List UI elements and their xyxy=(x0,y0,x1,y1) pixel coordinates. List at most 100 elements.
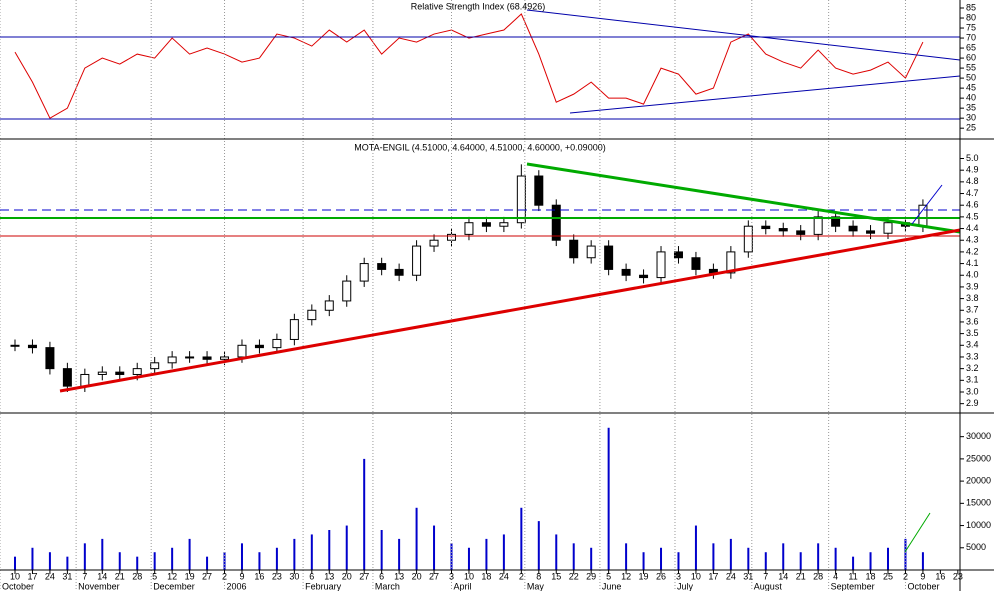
x-tick-label: 24 xyxy=(45,571,55,581)
x-tick-label: 27 xyxy=(359,571,369,581)
candle-body xyxy=(220,356,230,360)
trendline xyxy=(59,228,961,393)
candle-body xyxy=(918,204,928,227)
y-tick-label: 3.9 xyxy=(966,281,979,291)
candle-body xyxy=(272,338,282,349)
month-label: December xyxy=(153,581,195,591)
month-label: July xyxy=(677,581,694,591)
volume-bar xyxy=(555,534,558,570)
y-tick-label: 3.0 xyxy=(966,386,979,396)
month-label: October xyxy=(907,581,939,591)
candle-body xyxy=(45,347,55,370)
candle-body xyxy=(604,245,614,270)
rsi-title: Relative Strength Index (68.4926) xyxy=(411,1,546,11)
volume-bar xyxy=(607,427,610,570)
y-tick-label: 4.5 xyxy=(966,211,979,221)
x-tick-label: 9 xyxy=(239,571,244,581)
volume-bar xyxy=(398,538,401,570)
candle-body xyxy=(307,309,317,321)
volume-bar xyxy=(310,534,313,570)
candle-body xyxy=(743,225,753,253)
volume-bar xyxy=(590,547,593,570)
candle-body xyxy=(883,222,893,234)
x-tick-label: 21 xyxy=(796,571,806,581)
x-tick-label: 12 xyxy=(167,571,177,581)
x-tick-label: 10 xyxy=(464,571,474,581)
x-tick-label: 7 xyxy=(82,571,87,581)
x-tick-label: 19 xyxy=(639,571,649,581)
candle-body xyxy=(516,175,526,224)
volume-bar xyxy=(625,543,628,570)
volume-bar xyxy=(48,552,51,570)
volume-bar xyxy=(415,507,418,570)
x-tick-label: 11 xyxy=(848,571,857,581)
month-label: October xyxy=(2,581,34,591)
candle-body xyxy=(551,204,561,241)
candle-body xyxy=(150,362,160,370)
volume-bar xyxy=(782,543,785,570)
y-tick-label: 85 xyxy=(966,2,976,12)
x-tick-label: 4 xyxy=(833,571,838,581)
volume-bar xyxy=(258,552,261,570)
month-label: September xyxy=(831,581,875,591)
volume-bar xyxy=(118,552,121,570)
x-tick-label: 6 xyxy=(309,571,314,581)
y-tick-label: 10000 xyxy=(966,520,991,530)
volume-bar xyxy=(887,547,889,570)
volume-bar xyxy=(240,543,243,570)
y-tick-label: 4.7 xyxy=(966,188,979,198)
y-tick-label: 75 xyxy=(966,22,976,32)
x-tick-label: 16 xyxy=(254,571,264,581)
volume-bar xyxy=(642,552,645,570)
y-tick-label: 4.1 xyxy=(966,258,979,268)
y-tick-label: 3.6 xyxy=(966,316,979,326)
x-tick-label: 26 xyxy=(656,571,666,581)
x-tick-label: 27 xyxy=(429,571,439,581)
y-tick-label: 3.5 xyxy=(966,328,979,338)
candle-body xyxy=(80,373,90,387)
candle-body xyxy=(289,319,299,340)
x-tick-label: 3 xyxy=(449,571,454,581)
candle-body xyxy=(569,239,579,259)
volume-bar xyxy=(293,538,296,570)
y-tick-label: 35 xyxy=(966,103,976,113)
volume-bar xyxy=(206,556,209,570)
candle-body xyxy=(202,356,212,360)
candle-body xyxy=(534,175,544,206)
y-tick-label: 30 xyxy=(966,113,976,123)
x-tick-label: 14 xyxy=(97,571,107,581)
candle-body xyxy=(586,245,596,259)
y-tick-label: 80 xyxy=(966,12,976,22)
volume-bar xyxy=(747,547,750,570)
volume-bar xyxy=(14,556,16,570)
x-tick-label: 30 xyxy=(289,571,299,581)
x-tick-label: 18 xyxy=(866,571,876,581)
month-label: May xyxy=(527,581,545,591)
month-label: August xyxy=(754,581,783,591)
month-label: March xyxy=(375,581,400,591)
candle-body xyxy=(831,216,841,227)
candle-body xyxy=(27,344,37,349)
volume-bar xyxy=(433,525,436,570)
volume-bar xyxy=(904,538,907,570)
x-tick-label: 17 xyxy=(27,571,37,581)
candle-body xyxy=(132,368,142,375)
rsi-trendline xyxy=(569,75,961,114)
y-tick-label: 65 xyxy=(966,42,976,52)
volume-bar xyxy=(502,534,505,570)
candle-body xyxy=(115,371,125,375)
x-tick-label: 27 xyxy=(202,571,212,581)
x-tick-label: 21 xyxy=(115,571,125,581)
y-tick-label: 2.9 xyxy=(966,398,979,408)
volume-bar xyxy=(101,538,104,570)
month-label: June xyxy=(602,581,622,591)
volume-bar xyxy=(328,530,331,570)
volume-bar xyxy=(467,547,470,570)
volume-bar xyxy=(712,543,715,570)
x-tick-label: 29 xyxy=(586,571,596,581)
volume-bar xyxy=(153,552,156,570)
volume-trendline xyxy=(904,512,931,553)
x-tick-label: 2 xyxy=(903,571,908,581)
